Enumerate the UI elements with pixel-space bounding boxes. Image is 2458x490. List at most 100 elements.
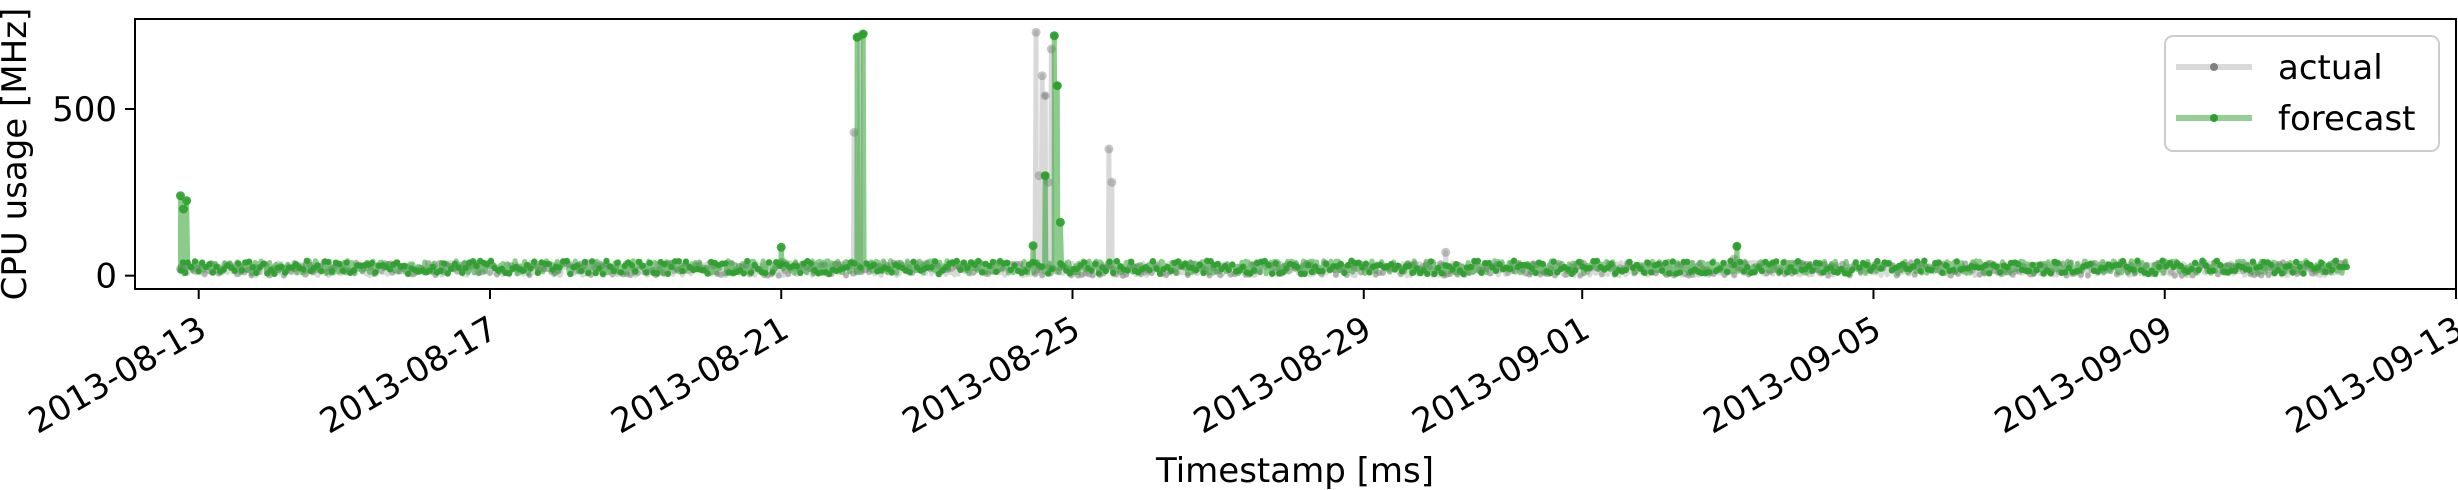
data-point (1110, 269, 1117, 277)
data-point (2267, 261, 2275, 268)
data-point (1406, 262, 1413, 270)
data-point (2159, 257, 2166, 264)
x-tick-label: 2013-08-29 (1187, 309, 1378, 442)
data-point (797, 269, 804, 277)
data-point (1856, 264, 1863, 271)
data-point (1424, 270, 1431, 278)
data-point (1011, 262, 1018, 269)
data-point (1217, 272, 1224, 279)
data-point (220, 266, 227, 273)
data-point (1319, 268, 1326, 275)
data-point (1175, 258, 1182, 265)
data-point-forecast-10 (1055, 217, 1065, 227)
data-point (2166, 259, 2174, 267)
x-tick-label: 2013-08-17 (313, 309, 504, 442)
data-point (2036, 261, 2044, 269)
x-tick-label: 2013-09-01 (1405, 309, 1596, 442)
data-point (793, 263, 800, 270)
data-point (1546, 270, 1554, 277)
data-point (343, 259, 350, 266)
data-point (704, 270, 711, 277)
data-point (1733, 243, 1741, 250)
data-point (1852, 259, 1860, 266)
data-point (2188, 265, 2195, 273)
data-point (1827, 264, 1834, 271)
data-point (1265, 262, 1272, 269)
data-point (1395, 262, 1402, 270)
data-point (661, 261, 668, 268)
data-point (462, 264, 469, 272)
data-point (1809, 267, 1816, 274)
data-point (487, 257, 495, 264)
data-point (1427, 258, 1435, 265)
x-tick-label: 2013-09-05 (1697, 309, 1888, 442)
data-point (1658, 267, 1666, 274)
data-point (473, 263, 480, 270)
data-point (1268, 270, 1276, 277)
data-point (2202, 262, 2210, 269)
data-point (762, 269, 769, 277)
data-point (844, 264, 851, 271)
data-point (2065, 264, 2072, 272)
data-point (1039, 263, 1046, 270)
data-point (1088, 267, 1095, 274)
data-point (1622, 266, 1630, 274)
data-point (372, 269, 379, 276)
data-point (184, 259, 191, 266)
data-point (1986, 270, 1993, 277)
data-point (1669, 258, 1677, 265)
data-point (614, 259, 621, 266)
data-point (1644, 259, 1651, 266)
data-point (639, 262, 646, 269)
data-point (1910, 263, 1917, 270)
legend-label-forecast: forecast (2278, 99, 2416, 139)
series-actual (176, 27, 2349, 279)
data-point (2004, 263, 2011, 271)
data-point (574, 262, 581, 269)
data-point (1593, 257, 1601, 265)
data-point (2256, 263, 2264, 270)
data-point (1149, 258, 1157, 265)
data-point (1935, 259, 1943, 266)
data-point (1240, 263, 1247, 270)
data-point (458, 269, 466, 276)
data-point (826, 270, 833, 278)
data-point (1727, 257, 1734, 264)
data-point (271, 270, 278, 277)
data-point (1007, 266, 1015, 274)
data-point (300, 266, 307, 273)
data-point (1773, 258, 1780, 265)
data-point (653, 270, 661, 277)
data-point (191, 258, 199, 265)
data-point (1608, 260, 1615, 268)
data-point (249, 264, 256, 271)
data-point (1626, 258, 1633, 266)
x-tick-label: 2013-08-25 (896, 309, 1087, 442)
data-point (957, 266, 964, 273)
data-point (527, 265, 534, 272)
data-point (1794, 258, 1802, 265)
data-point (596, 265, 603, 272)
data-point (1921, 257, 1928, 264)
data-point (1716, 265, 1724, 272)
data-point (1388, 260, 1395, 268)
data-point (1877, 265, 1885, 272)
data-point (1095, 270, 1103, 277)
data-point (1507, 265, 1514, 273)
data-point (603, 257, 610, 265)
data-point (588, 258, 596, 265)
data-point (1942, 262, 1950, 269)
data-point-actual-12 (1441, 247, 1451, 257)
data-point (1362, 260, 1370, 267)
data-point (318, 268, 325, 275)
data-point (2249, 258, 2257, 265)
data-point (1323, 260, 1330, 267)
data-point (592, 269, 599, 277)
data-point (1564, 266, 1572, 273)
data-point (1453, 260, 1460, 268)
data-point (567, 270, 574, 278)
data-point (1438, 270, 1446, 277)
data-point (401, 262, 408, 269)
data-point (1449, 266, 1456, 273)
data-point (1572, 267, 1579, 274)
